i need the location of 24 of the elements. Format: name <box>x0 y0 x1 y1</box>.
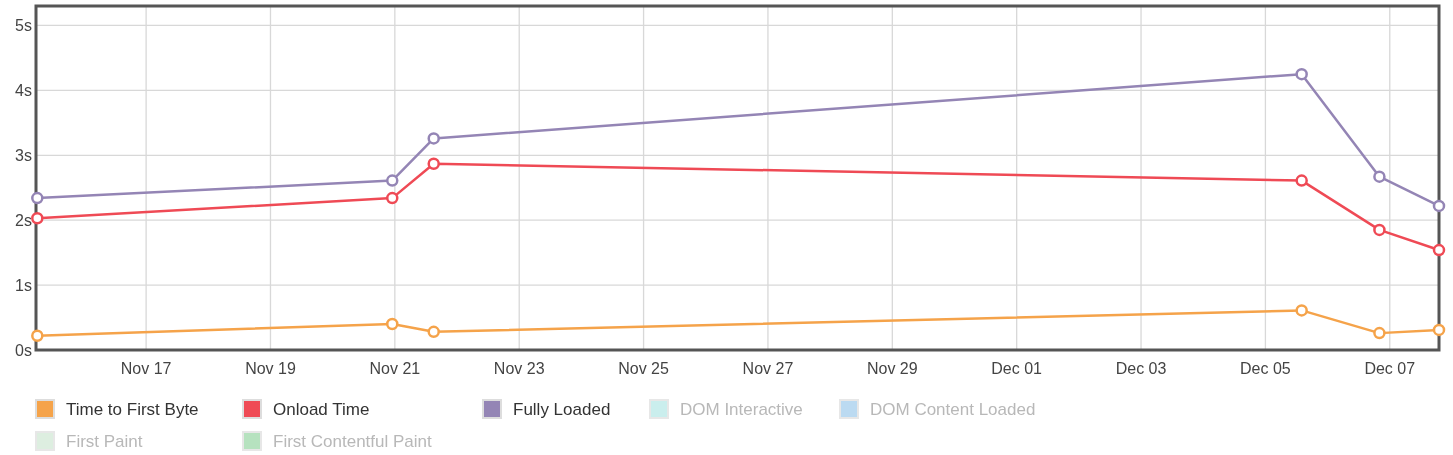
legend-label: Time to First Byte <box>66 399 199 419</box>
x-tick-label: Nov 25 <box>618 360 670 377</box>
x-tick-label: Nov 23 <box>493 360 545 377</box>
x-tick-label: Dec 03 <box>1115 360 1167 377</box>
x-tick-label: Nov 19 <box>245 360 296 377</box>
y-tick-label: 2s <box>15 211 32 229</box>
y-tick-label: 5s <box>15 17 32 35</box>
y-tick-label: 4s <box>15 81 32 99</box>
x-tick-label: Nov 29 <box>866 360 918 377</box>
legend-label: First Paint <box>66 431 143 451</box>
x-tick-label: Nov 17 <box>120 360 172 377</box>
y-tick-label: 3s <box>15 146 32 164</box>
x-tick-label: Dec 07 <box>1364 360 1416 377</box>
x-tick-label: Nov 21 <box>369 360 421 377</box>
x-tick-label: Dec 05 <box>1240 360 1291 377</box>
y-tick-label: 1s <box>15 276 32 294</box>
legend-label: First Contentful Paint <box>273 431 433 451</box>
legend-label: DOM Interactive <box>680 399 803 419</box>
legend-label: Onload Time <box>273 399 370 419</box>
x-tick-label: Nov 27 <box>742 360 794 377</box>
y-tick-label: 0s <box>15 341 32 359</box>
legend-label: Fully Loaded <box>513 399 611 419</box>
x-tick-label: Dec 01 <box>991 360 1043 377</box>
legend-label: DOM Content Loaded <box>870 399 1036 419</box>
